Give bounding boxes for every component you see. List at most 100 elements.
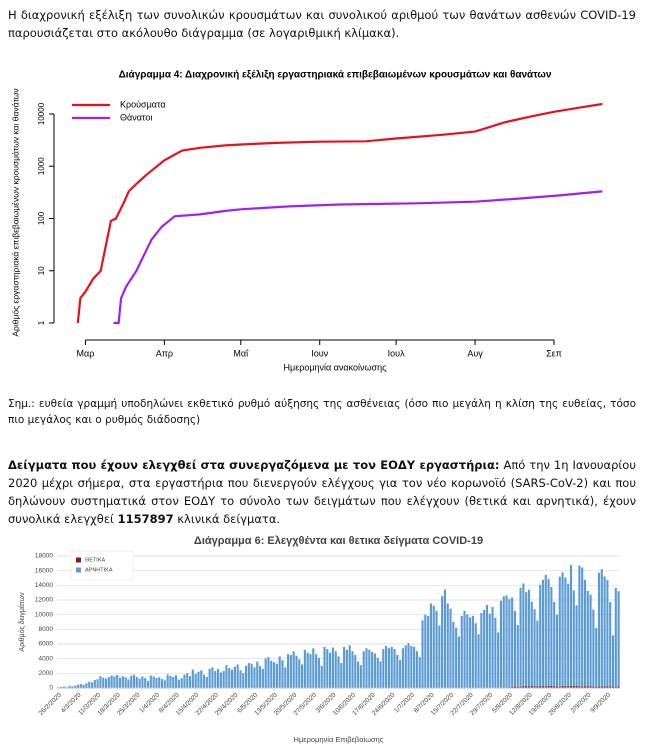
cases-deaths-chart: Διάγραμμα 4: Διαχρονική εξέλιξη εργαστηρ… <box>10 70 603 372</box>
bar <box>359 665 362 688</box>
bar <box>589 686 592 688</box>
bar <box>511 686 514 688</box>
bar <box>60 686 63 688</box>
bar <box>614 587 617 687</box>
bar <box>149 675 152 688</box>
bar <box>250 663 253 688</box>
bar <box>334 651 337 688</box>
bar <box>533 686 536 688</box>
bar <box>261 668 264 688</box>
series-line <box>113 190 603 325</box>
bar <box>348 645 351 688</box>
y-tick-label: 16000 <box>35 567 53 574</box>
bar <box>135 677 138 688</box>
bar <box>259 665 262 688</box>
bar <box>191 669 194 688</box>
y-tick-label: 18000 <box>35 553 53 560</box>
bar <box>589 594 592 687</box>
bar <box>424 614 427 688</box>
bar <box>477 634 480 688</box>
bar <box>329 652 332 688</box>
bar <box>499 600 503 688</box>
bar <box>522 686 525 688</box>
bar <box>155 678 158 688</box>
bar <box>312 648 315 688</box>
bar <box>264 658 267 688</box>
bar <box>245 665 248 688</box>
legend-label: ΘΕΤΙΚΑ <box>85 557 106 563</box>
bar <box>317 657 320 688</box>
bar <box>278 656 281 688</box>
bar <box>399 659 402 688</box>
bar <box>452 621 455 688</box>
bar <box>141 676 144 688</box>
bar <box>88 681 91 688</box>
bar <box>281 660 284 688</box>
bar <box>166 674 169 688</box>
bar <box>163 680 166 688</box>
x-tick-label: Αυγ <box>467 348 483 358</box>
bar <box>569 564 573 686</box>
bar <box>354 654 357 688</box>
x-tick-label: Ιουν <box>311 348 328 358</box>
bar <box>410 646 413 688</box>
bar <box>429 603 432 688</box>
bar <box>225 665 228 688</box>
bar <box>595 628 598 687</box>
bar <box>547 686 550 688</box>
x-axis-title: Ημερομηνία ανακοίνωσης <box>284 362 388 372</box>
bar <box>569 685 573 688</box>
y-tick-label: 14000 <box>35 582 53 589</box>
y-axis-title: Αριθμός δειγμάτων <box>18 592 26 652</box>
bar <box>116 675 119 688</box>
bar <box>315 654 318 688</box>
legend-swatch <box>76 567 81 573</box>
bar <box>609 686 612 688</box>
bar <box>614 686 617 688</box>
bar <box>200 670 203 688</box>
bar <box>427 615 430 688</box>
bar <box>197 671 200 688</box>
bar <box>583 686 587 688</box>
bar <box>219 672 222 688</box>
bar <box>90 682 94 688</box>
bar <box>343 646 346 688</box>
bar <box>572 685 575 688</box>
bar <box>404 645 407 688</box>
bar <box>298 659 301 688</box>
bar <box>544 686 547 688</box>
bar <box>138 678 141 688</box>
bar <box>530 601 533 687</box>
bar <box>435 610 438 688</box>
bar <box>292 651 295 688</box>
bar <box>606 686 609 688</box>
bar <box>544 574 547 687</box>
x-tick-label: Σεπ <box>546 348 562 358</box>
bar <box>441 596 444 688</box>
bar <box>236 664 239 688</box>
bar <box>253 667 256 688</box>
bar <box>208 668 211 688</box>
bar <box>530 686 533 688</box>
bar <box>555 686 559 688</box>
bar <box>222 671 225 688</box>
bar <box>550 586 553 686</box>
bar <box>480 612 483 688</box>
bar <box>516 625 519 687</box>
bar <box>188 676 192 688</box>
bar <box>502 596 505 688</box>
bar <box>550 685 553 688</box>
bar <box>127 679 130 688</box>
bar <box>382 648 385 688</box>
samples-chart: Διάγραμμα 6: Ελεγχθέντα και θετικα δείγμ… <box>18 535 620 744</box>
bar <box>172 676 175 688</box>
bar <box>180 678 183 688</box>
bar <box>216 668 220 688</box>
bar <box>516 686 519 688</box>
bar <box>491 606 494 688</box>
y-tick-label: 100 <box>37 211 46 225</box>
bar <box>102 677 105 688</box>
bar <box>82 684 85 688</box>
bar <box>457 636 461 688</box>
bar <box>158 677 161 688</box>
